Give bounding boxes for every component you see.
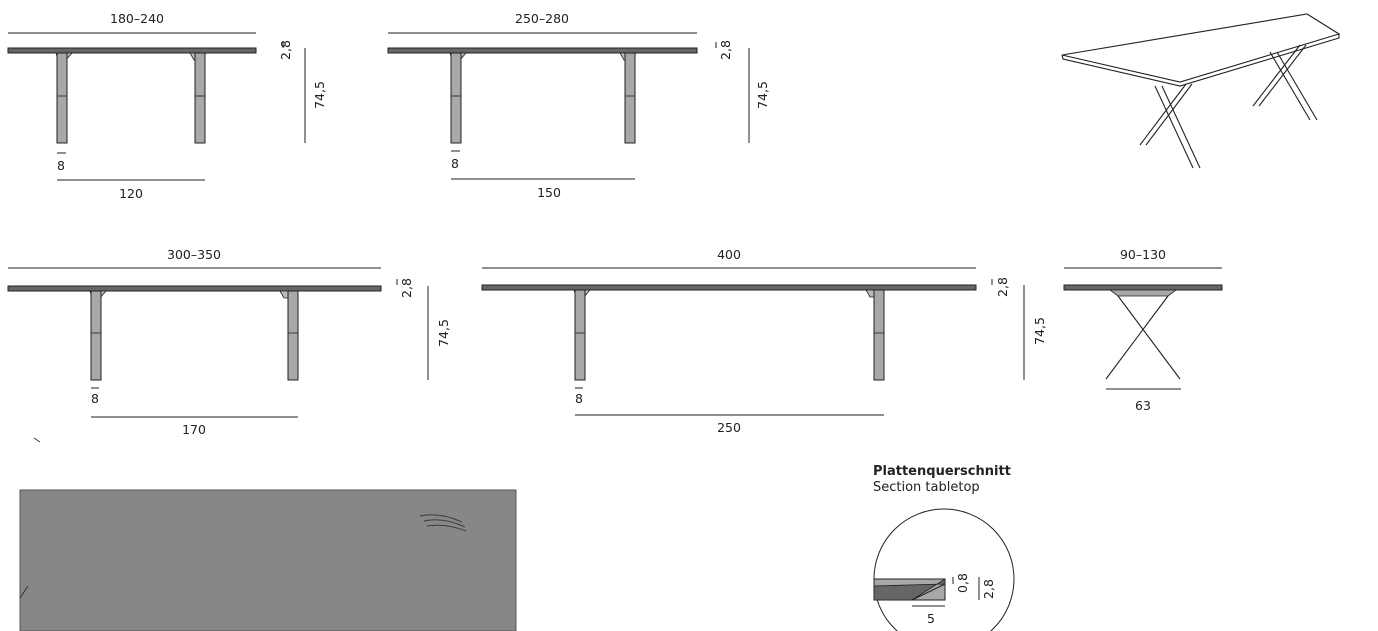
height-label: 74,5: [1032, 317, 1047, 345]
side-elevation: 90–130 63: [1063, 247, 1223, 413]
overall-width-label: 400: [717, 247, 741, 262]
table-leg: [873, 289, 885, 381]
leg-span-label: 170: [182, 422, 206, 437]
thickness-label: 2,8: [399, 278, 414, 298]
tabletop-bevel: [873, 578, 946, 601]
table-leg: [287, 290, 299, 381]
tabletop-profile: [7, 285, 382, 292]
leg-span-label: 120: [119, 186, 143, 201]
elevation-300-350: 300–350 74,5 2,8 8 170: [7, 247, 451, 437]
table-leg: [574, 289, 586, 381]
cross-leg: [1117, 295, 1181, 380]
thickness-label: 2,8: [718, 40, 733, 60]
cross-leg: [1105, 295, 1169, 380]
elevation-250-280: 250–280 74,5 2,8 8 150: [387, 11, 770, 200]
overall-width-label: 90–130: [1120, 247, 1166, 262]
table-leg: [624, 52, 636, 144]
leg-size-label: 8: [451, 156, 459, 171]
table-leg: [194, 52, 206, 144]
leg-size-label: 8: [91, 391, 99, 406]
leg-size-label: 8: [57, 158, 65, 173]
apron: [1108, 289, 1178, 297]
table-leg: [450, 52, 462, 144]
tabletop-swatch: [19, 437, 517, 631]
height-label: 74,5: [312, 81, 327, 109]
elevation-180-240: 180–240 74,5 2,8 8 120: [7, 11, 327, 201]
total-thickness-label: 2,8: [981, 579, 996, 599]
bevel-depth-label: 5: [927, 611, 935, 626]
tabletop-surface: [19, 489, 517, 631]
elevation-400: 400 74,5 2,8 8 250: [481, 247, 1047, 435]
overall-width-label: 180–240: [110, 11, 164, 26]
table-leg: [90, 290, 102, 381]
tabletop-profile: [387, 47, 698, 54]
thickness-label: 2,8: [278, 40, 293, 60]
edge-thickness-label: 0,8: [955, 573, 970, 593]
perspective-view: [1061, 13, 1341, 169]
tabletop-profile: [481, 284, 977, 291]
section-heading: Plattenquerschnitt Section tabletop: [873, 464, 1011, 496]
leg-span-label: 63: [1135, 398, 1151, 413]
height-label: 74,5: [755, 81, 770, 109]
overall-width-label: 300–350: [167, 247, 221, 262]
leg-span-label: 250: [717, 420, 741, 435]
height-label: 74,5: [436, 319, 451, 347]
leg-span-label: 150: [537, 185, 561, 200]
leg-size-label: 8: [575, 391, 583, 406]
overall-width-label: 250–280: [515, 11, 569, 26]
section-subtitle: Section tabletop: [873, 480, 980, 495]
thickness-label: 2,8: [995, 277, 1010, 297]
tabletop-profile: [7, 47, 257, 54]
table-leg: [56, 52, 68, 144]
section-detail: 0,8 2,8 5: [873, 508, 1015, 631]
section-title: Plattenquerschnitt: [873, 464, 1011, 479]
section-detail-circle: [873, 508, 1015, 631]
tabletop-profile: [1063, 284, 1223, 291]
